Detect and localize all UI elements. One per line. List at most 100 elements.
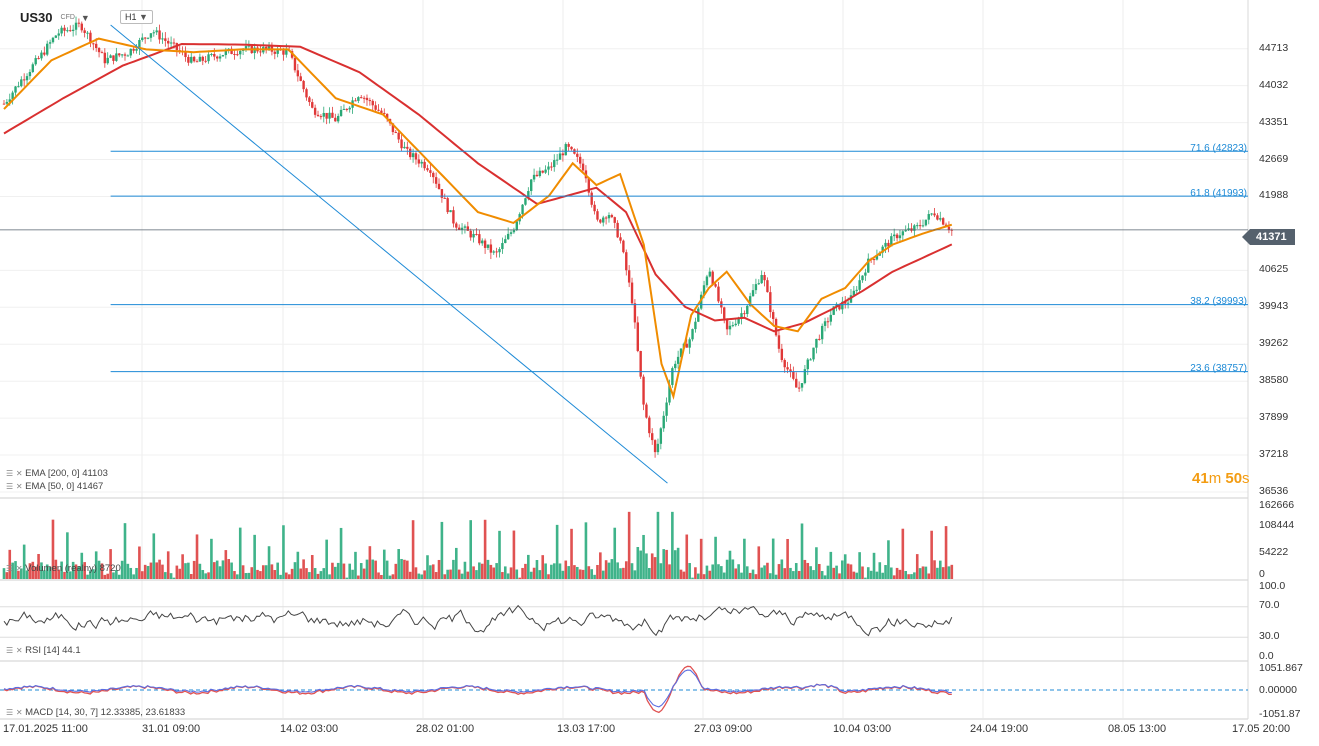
candle-body (305, 89, 308, 98)
candle-body (674, 363, 677, 369)
volume-bar (414, 567, 418, 579)
volume-bar (921, 566, 925, 579)
volume-bar (77, 566, 81, 579)
candle-body (481, 240, 484, 244)
candle-body (924, 219, 928, 226)
rsi-tick-label: 30.0 (1259, 630, 1280, 642)
legend-volume[interactable]: ☰ ✕ Volumen (realny) 8720 (6, 563, 121, 574)
volume-tick-label: 162666 (1259, 499, 1295, 511)
menu-icon[interactable]: ☰ (6, 708, 14, 717)
volume-bar (910, 574, 913, 579)
volume-bar (299, 568, 303, 579)
candle-body (665, 402, 668, 416)
volume-bar (757, 546, 761, 579)
candle-body (892, 234, 896, 237)
candle-body (486, 244, 490, 248)
candle-body (766, 280, 769, 293)
volume-bar (529, 571, 533, 579)
volume-bar (279, 574, 282, 579)
volume-bar (259, 571, 262, 579)
volume-bar (829, 551, 833, 579)
candle-body (506, 233, 510, 240)
legend-macd[interactable]: ☰ ✕ MACD [14, 30, 7] 12.33385, 23.61833 (6, 707, 185, 718)
candle-body (619, 237, 622, 241)
candle-body (207, 54, 210, 62)
volume-bar (797, 570, 801, 579)
volume-bar (544, 563, 547, 579)
candle-body (547, 166, 550, 170)
volume-bar (138, 546, 141, 579)
candle-body (884, 242, 887, 247)
candle-body (809, 359, 812, 361)
volume-bar (457, 569, 461, 579)
trendline[interactable] (110, 24, 668, 484)
candle-body (5, 101, 9, 104)
candle-body (383, 112, 386, 114)
candle-body (17, 86, 20, 88)
volume-bar (440, 521, 444, 579)
volume-bar (872, 552, 876, 579)
candle-body (544, 169, 547, 173)
volume-bar (313, 568, 317, 579)
menu-icon[interactable]: ☰ (6, 564, 14, 573)
volume-bar (887, 540, 890, 579)
volume-bar (786, 538, 789, 579)
volume-bar (230, 562, 233, 579)
chevron-down-icon[interactable]: ▼ (80, 12, 90, 23)
legend-ema200[interactable]: ☰ ✕ EMA [200, 0] 41103 (6, 468, 108, 479)
volume-bar (109, 549, 112, 579)
menu-icon[interactable]: ☰ (6, 469, 14, 478)
candle-body (795, 378, 798, 388)
volume-bar (380, 574, 383, 579)
menu-icon[interactable]: ☰ (6, 482, 14, 491)
volume-bar (590, 569, 593, 579)
volume-bar (852, 571, 856, 579)
close-icon[interactable]: ✕ (15, 482, 23, 491)
volume-bar (789, 567, 792, 579)
candle-body (872, 259, 876, 261)
candle-body (60, 27, 63, 34)
candle-body (215, 56, 219, 59)
volume-bar (575, 566, 579, 579)
symbol-header[interactable]: US30 CFD ▼ (20, 10, 90, 25)
candle-body (40, 52, 43, 59)
candle-body (780, 348, 784, 361)
candle-body (198, 56, 202, 62)
candle-body (282, 50, 285, 55)
candle-body (918, 225, 922, 227)
candle-body (875, 255, 879, 260)
volume-bar (264, 565, 268, 579)
close-icon[interactable]: ✕ (15, 564, 23, 573)
menu-icon[interactable]: ☰ (6, 646, 14, 655)
close-icon[interactable]: ✕ (15, 469, 23, 478)
volume-bar (783, 568, 787, 579)
symbol-name[interactable]: US30 (20, 10, 53, 25)
candle-body (711, 271, 714, 285)
timeframe-select[interactable]: H1 ▼ (120, 10, 153, 24)
price-tick-label: 44713 (1259, 41, 1289, 54)
volume-bar (11, 562, 14, 579)
candle-body (273, 51, 277, 54)
volume-bar (913, 572, 916, 579)
volume-bar (74, 564, 78, 579)
volume-bar (676, 547, 680, 579)
volume-bar (129, 567, 133, 579)
volume-bar (892, 575, 896, 579)
candle-body (432, 172, 435, 178)
macd-tick-label: -1051.87 (1259, 708, 1301, 720)
volume-bar (28, 563, 32, 579)
volume-bar (132, 574, 135, 579)
legend-rsi[interactable]: ☰ ✕ RSI [14] 44.1 (6, 645, 81, 656)
close-icon[interactable]: ✕ (15, 708, 23, 717)
candle-body (714, 284, 717, 287)
legend-ema50[interactable]: ☰ ✕ EMA [50, 0] 41467 (6, 481, 103, 492)
volume-bar (287, 574, 291, 579)
volume-bar (890, 567, 893, 579)
volume-bar (771, 538, 775, 579)
close-icon[interactable]: ✕ (15, 646, 23, 655)
volume-bar (930, 530, 933, 579)
volume-bar (748, 572, 752, 579)
volume-bar (915, 554, 919, 579)
candle-body (218, 56, 222, 59)
